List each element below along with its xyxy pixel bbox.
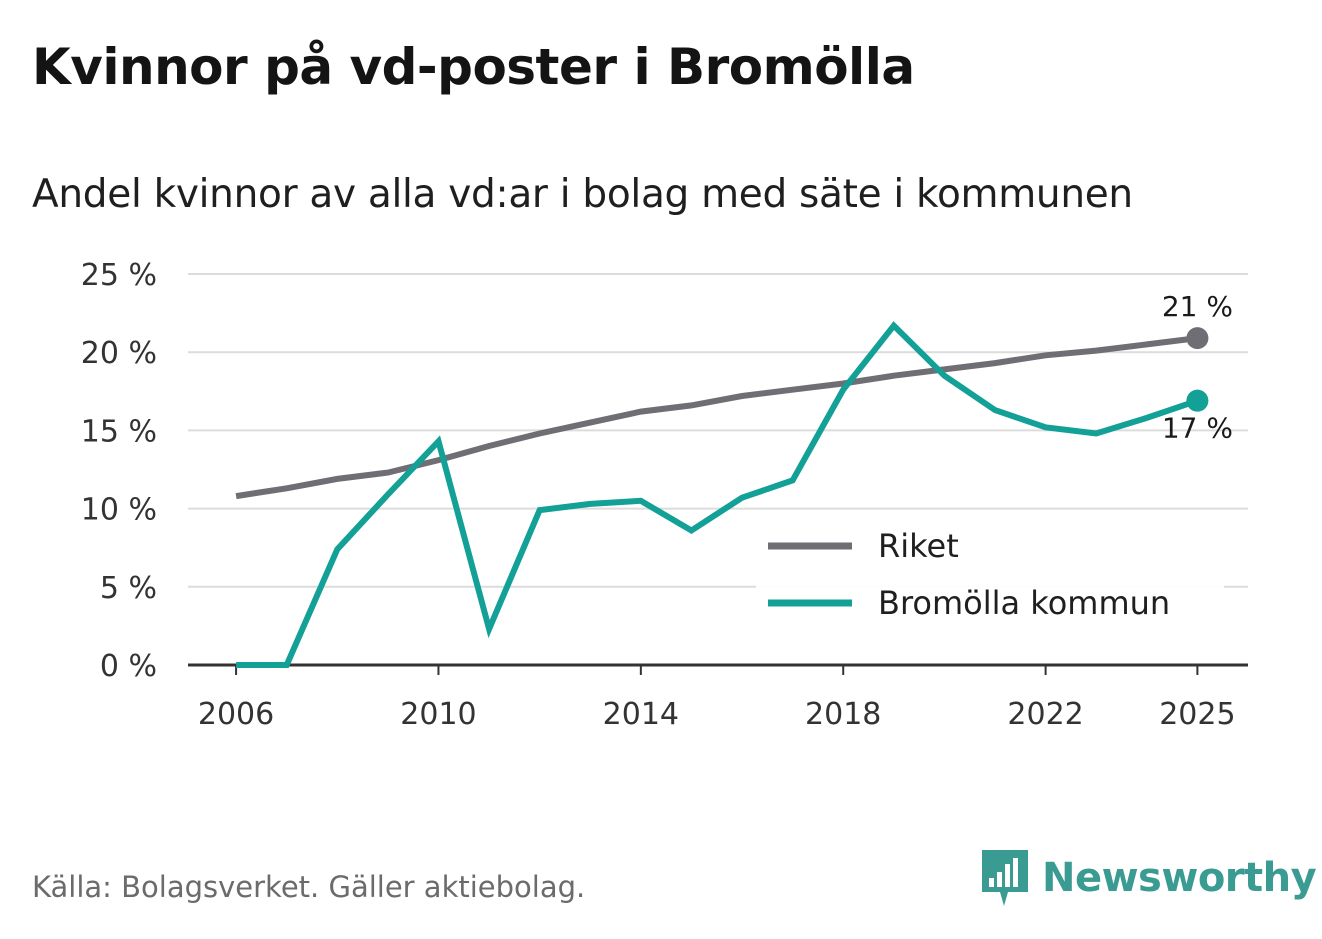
- newsworthy-logo-icon: [982, 850, 1028, 906]
- legend-label-0: Riket: [878, 527, 959, 565]
- series-line-0: [235, 335, 1198, 500]
- y-tick-label: 0 %: [100, 649, 157, 684]
- x-tick-label: 2014: [603, 697, 679, 732]
- legend-background: [756, 520, 1224, 644]
- series-endpoint-1: [1186, 389, 1209, 412]
- end-label-0: 21 %: [1162, 290, 1233, 323]
- brand-name: Newsworthy: [1042, 855, 1317, 901]
- y-tick-label: 20 %: [81, 336, 157, 371]
- chart-title: Kvinnor på vd-poster i Bromölla: [32, 38, 915, 96]
- y-tick-label: 15 %: [81, 414, 157, 449]
- legend: Riket Bromölla kommun: [756, 520, 1224, 644]
- source-note: Källa: Bolagsverket. Gäller aktiebolag.: [32, 870, 586, 904]
- y-tick-label: 10 %: [81, 493, 157, 528]
- x-tick-label: 2018: [805, 697, 881, 732]
- y-tick-label: 25 %: [81, 258, 157, 293]
- x-tick-label: 2025: [1159, 697, 1235, 732]
- end-label-1: 17 %: [1162, 412, 1233, 445]
- x-axis: 2006 2010 2014 2018 2022 2025: [188, 663, 1248, 732]
- x-tick-label: 2022: [1007, 697, 1083, 732]
- series-line-1: [236, 321, 1199, 668]
- series-lines: 21 % 17 %: [235, 290, 1233, 668]
- chart-subtitle: Andel kvinnor av alla vd:ar i bolag med …: [32, 172, 1133, 217]
- y-tick-label: 5 %: [100, 571, 157, 606]
- y-axis-ticks: 0 % 5 % 10 % 15 % 20 % 25 %: [81, 258, 157, 684]
- x-tick-label: 2010: [400, 697, 476, 732]
- brand-logo: Newsworthy: [980, 848, 1317, 908]
- x-tick-label: 2006: [198, 697, 274, 732]
- series-endpoint-0: [1186, 327, 1209, 350]
- line-chart: 0 %5 %10 %15 %20 %25 % 2006 2010 2014 2018 2…: [81, 258, 1248, 732]
- legend-label-1: Bromölla kommun: [878, 584, 1170, 622]
